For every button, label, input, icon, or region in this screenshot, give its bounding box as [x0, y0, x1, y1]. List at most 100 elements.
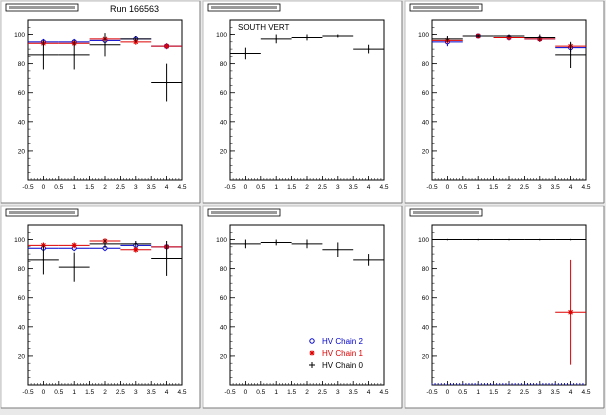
x-tick-label: -0.5	[22, 389, 34, 396]
data-point	[135, 243, 137, 245]
y-tick-label: 40	[18, 324, 26, 331]
x-tick-label: 2.5	[318, 184, 327, 191]
data-point	[104, 243, 106, 245]
x-tick-label: 4	[569, 184, 573, 191]
x-tick-label: 4.5	[581, 389, 590, 396]
x-tick-label: 2	[103, 389, 107, 396]
x-tick-label: -0.5	[426, 389, 438, 396]
data-point	[244, 52, 247, 55]
data-point	[306, 36, 308, 39]
pad-title-text	[211, 211, 277, 214]
x-tick-label: 2.5	[116, 389, 125, 396]
x-tick-label: 3	[336, 389, 340, 396]
data-point	[42, 259, 45, 261]
x-tick-label: 0	[244, 389, 248, 396]
pad-background	[404, 0, 605, 204]
x-tick-label: 4.5	[177, 184, 186, 191]
x-tick-label: 2.5	[116, 184, 125, 191]
x-tick-label: 2.5	[520, 389, 529, 396]
y-tick-label: 100	[14, 237, 25, 244]
y-tick-label: 100	[14, 32, 25, 39]
legend-label: HV Chain 0	[322, 361, 363, 370]
pad-5: -0.5 0 0.5 1 1.5 2 2.5 3 3.5 4 4.5 20 40 60 80 100 HV Ch…	[202, 205, 403, 409]
pad-title-text	[9, 6, 75, 9]
legend-label: HV Chain 2	[322, 337, 363, 346]
x-tick-label: 3	[336, 184, 340, 191]
x-tick-label: 0.5	[54, 389, 63, 396]
plot-annotation: SOUTH VERT	[238, 23, 290, 32]
x-tick-label: 1	[72, 184, 76, 191]
pad-3: -0.5 0 0.5 1 1.5 2 2.5 3 3.5 4 4.5 20 40 60 80 100	[404, 0, 605, 204]
x-tick-label: 0.5	[458, 184, 467, 191]
y-tick-label: 80	[18, 61, 26, 68]
y-tick-label: 100	[216, 32, 227, 39]
x-tick-label: 4.5	[581, 184, 590, 191]
pad-4: -0.5 0 0.5 1 1.5 2 2.5 3 3.5 4 4.5 20 40 60 80 100	[0, 205, 201, 409]
pad-title-text	[9, 211, 75, 214]
y-tick-label: 40	[220, 119, 228, 126]
data-point	[337, 35, 339, 37]
data-point	[367, 48, 370, 50]
x-tick-label: 1.5	[85, 184, 94, 191]
data-point	[508, 238, 510, 241]
pad-6: -0.5 0 0.5 1 1.5 2 2.5 3 3.5 4 4.5 20 40 60 80 100	[404, 205, 605, 409]
y-tick-label: 60	[220, 295, 228, 302]
data-point	[477, 238, 480, 241]
y-tick-label: 20	[422, 148, 430, 155]
pad-1: -0.5 0 0.5 1 1.5 2 2.5 3 3.5 4 4.5 20 40 60 80 100	[0, 0, 201, 204]
x-tick-label: 3.5	[349, 184, 358, 191]
data-point	[71, 242, 77, 248]
x-tick-label: 1.5	[287, 389, 296, 396]
data-point	[275, 241, 278, 244]
x-tick-label: 4.5	[379, 184, 388, 191]
pad-background	[404, 205, 605, 409]
y-tick-label: 100	[418, 32, 429, 39]
pad-background	[0, 0, 201, 204]
data-point	[508, 35, 510, 37]
y-tick-label: 80	[18, 266, 26, 273]
x-tick-label: 3	[538, 389, 542, 396]
data-point	[306, 243, 308, 245]
data-point	[477, 35, 480, 37]
y-tick-label: 80	[422, 61, 430, 68]
y-tick-label: 40	[220, 324, 228, 331]
x-tick-label: 4.5	[379, 389, 388, 396]
pad-2: -0.5 0 0.5 1 1.5 2 2.5 3 3.5 4 4.5 20 40 60 80 100 SOUTH…	[202, 0, 403, 204]
y-tick-label: 60	[220, 90, 228, 97]
data-point	[133, 39, 139, 45]
x-tick-label: 3.5	[551, 184, 560, 191]
data-point	[569, 54, 572, 56]
data-point	[539, 238, 541, 241]
x-tick-label: 4	[569, 389, 573, 396]
x-tick-label: 1	[274, 184, 278, 191]
x-tick-label: 0.5	[458, 389, 467, 396]
legend-marker	[309, 338, 315, 344]
x-tick-label: 1	[72, 389, 76, 396]
data-point	[367, 259, 370, 261]
data-point	[73, 54, 75, 56]
legend-marker	[309, 362, 315, 368]
x-tick-label: 1	[476, 184, 480, 191]
x-tick-label: 1	[274, 389, 278, 396]
x-tick-label: 4	[367, 389, 371, 396]
x-tick-label: 0	[42, 389, 46, 396]
data-point	[446, 238, 449, 241]
x-tick-label: -0.5	[426, 184, 438, 191]
data-point	[337, 248, 339, 251]
y-tick-label: 60	[422, 90, 430, 97]
x-tick-label: 0.5	[54, 184, 63, 191]
y-tick-label: 40	[422, 119, 430, 126]
x-tick-label: 1.5	[85, 389, 94, 396]
x-tick-label: 1.5	[287, 184, 296, 191]
x-tick-label: 3.5	[551, 389, 560, 396]
run-label: Run 166563	[110, 4, 160, 14]
y-tick-label: 20	[220, 148, 228, 155]
y-tick-label: 20	[18, 353, 26, 360]
data-point	[446, 38, 449, 40]
y-tick-label: 100	[216, 237, 227, 244]
data-point	[539, 36, 541, 39]
y-tick-label: 20	[18, 148, 26, 155]
y-tick-label: 60	[422, 295, 430, 302]
data-point	[104, 43, 106, 46]
